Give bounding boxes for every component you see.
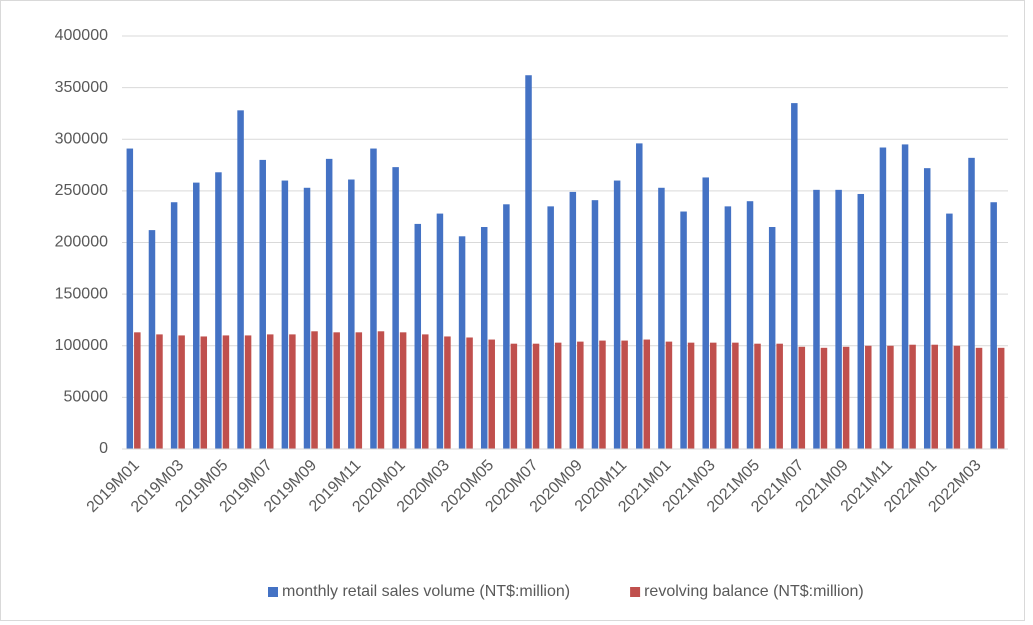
y-tick-label: 100000 [55, 337, 108, 354]
bar [148, 230, 156, 449]
bar [281, 180, 289, 450]
bar [414, 223, 422, 449]
bar [901, 144, 909, 449]
y-tick-label: 300000 [55, 130, 108, 147]
bar [813, 189, 820, 449]
bar [665, 341, 673, 449]
bar [791, 103, 798, 450]
bar [613, 180, 621, 450]
bar [842, 346, 850, 449]
bar [134, 332, 141, 449]
bar [990, 202, 997, 449]
bar [975, 347, 983, 449]
bar [193, 182, 200, 450]
bar [547, 206, 554, 449]
bar [621, 340, 628, 449]
bar [170, 202, 178, 449]
bar [480, 227, 488, 449]
bar [370, 148, 377, 450]
bar [643, 339, 651, 449]
bar [348, 179, 355, 449]
bar [879, 147, 887, 449]
bar [709, 342, 717, 449]
bar [887, 345, 894, 449]
bar [798, 346, 806, 449]
bar [510, 343, 518, 449]
y-tick-label: 250000 [55, 182, 108, 199]
bar [732, 342, 739, 449]
bar [244, 335, 252, 449]
y-tick-label: 350000 [55, 79, 108, 96]
bar [289, 334, 296, 449]
bar [377, 331, 385, 449]
legend-swatch [268, 587, 278, 597]
legend-label: monthly retail sales volume (NT$:million… [282, 583, 570, 600]
bar [466, 337, 473, 449]
bar [569, 191, 577, 449]
bar [865, 345, 872, 449]
bar [599, 340, 606, 449]
bar [953, 345, 961, 449]
bar [237, 110, 244, 449]
bar [178, 335, 185, 449]
bar [702, 177, 709, 449]
y-tick-label: 150000 [55, 285, 108, 302]
bar [997, 347, 1005, 449]
y-tick-label: 400000 [55, 27, 108, 44]
bar [680, 211, 687, 449]
bar [436, 213, 444, 449]
bar [724, 206, 732, 449]
bar [458, 236, 466, 449]
bar [399, 332, 407, 449]
bar [768, 227, 776, 449]
bar [422, 334, 429, 449]
bar [820, 347, 828, 449]
bar [444, 336, 451, 449]
bar [333, 332, 340, 449]
bar [532, 343, 540, 449]
bar [746, 201, 754, 449]
bar [355, 332, 363, 449]
bar [200, 336, 208, 449]
bar [525, 75, 532, 450]
bar [968, 157, 975, 449]
bar [577, 341, 584, 449]
y-tick-label: 50000 [64, 389, 109, 406]
bar [222, 335, 230, 449]
bar [658, 187, 665, 449]
bar [835, 189, 842, 449]
bar [591, 200, 599, 449]
legend-label: revolving balance (NT$:million) [644, 583, 864, 600]
bar [636, 143, 643, 449]
bar [259, 159, 266, 449]
bar [156, 334, 163, 449]
bar [946, 213, 953, 449]
bar [126, 148, 134, 450]
bar [554, 342, 562, 449]
bar [754, 343, 761, 449]
y-tick-label: 200000 [55, 234, 108, 251]
bar [931, 344, 938, 449]
bar [325, 158, 333, 449]
bar [857, 193, 865, 449]
bar [488, 339, 495, 449]
bar [923, 168, 931, 449]
bar [215, 172, 222, 450]
bar [687, 342, 695, 449]
bar [503, 204, 510, 449]
legend-swatch [630, 587, 641, 597]
bar [303, 187, 311, 449]
bar [311, 331, 318, 449]
y-tick-label: 0 [99, 440, 108, 457]
bar [266, 334, 274, 449]
bar [776, 343, 783, 449]
bar [392, 167, 399, 449]
bar [909, 344, 916, 449]
